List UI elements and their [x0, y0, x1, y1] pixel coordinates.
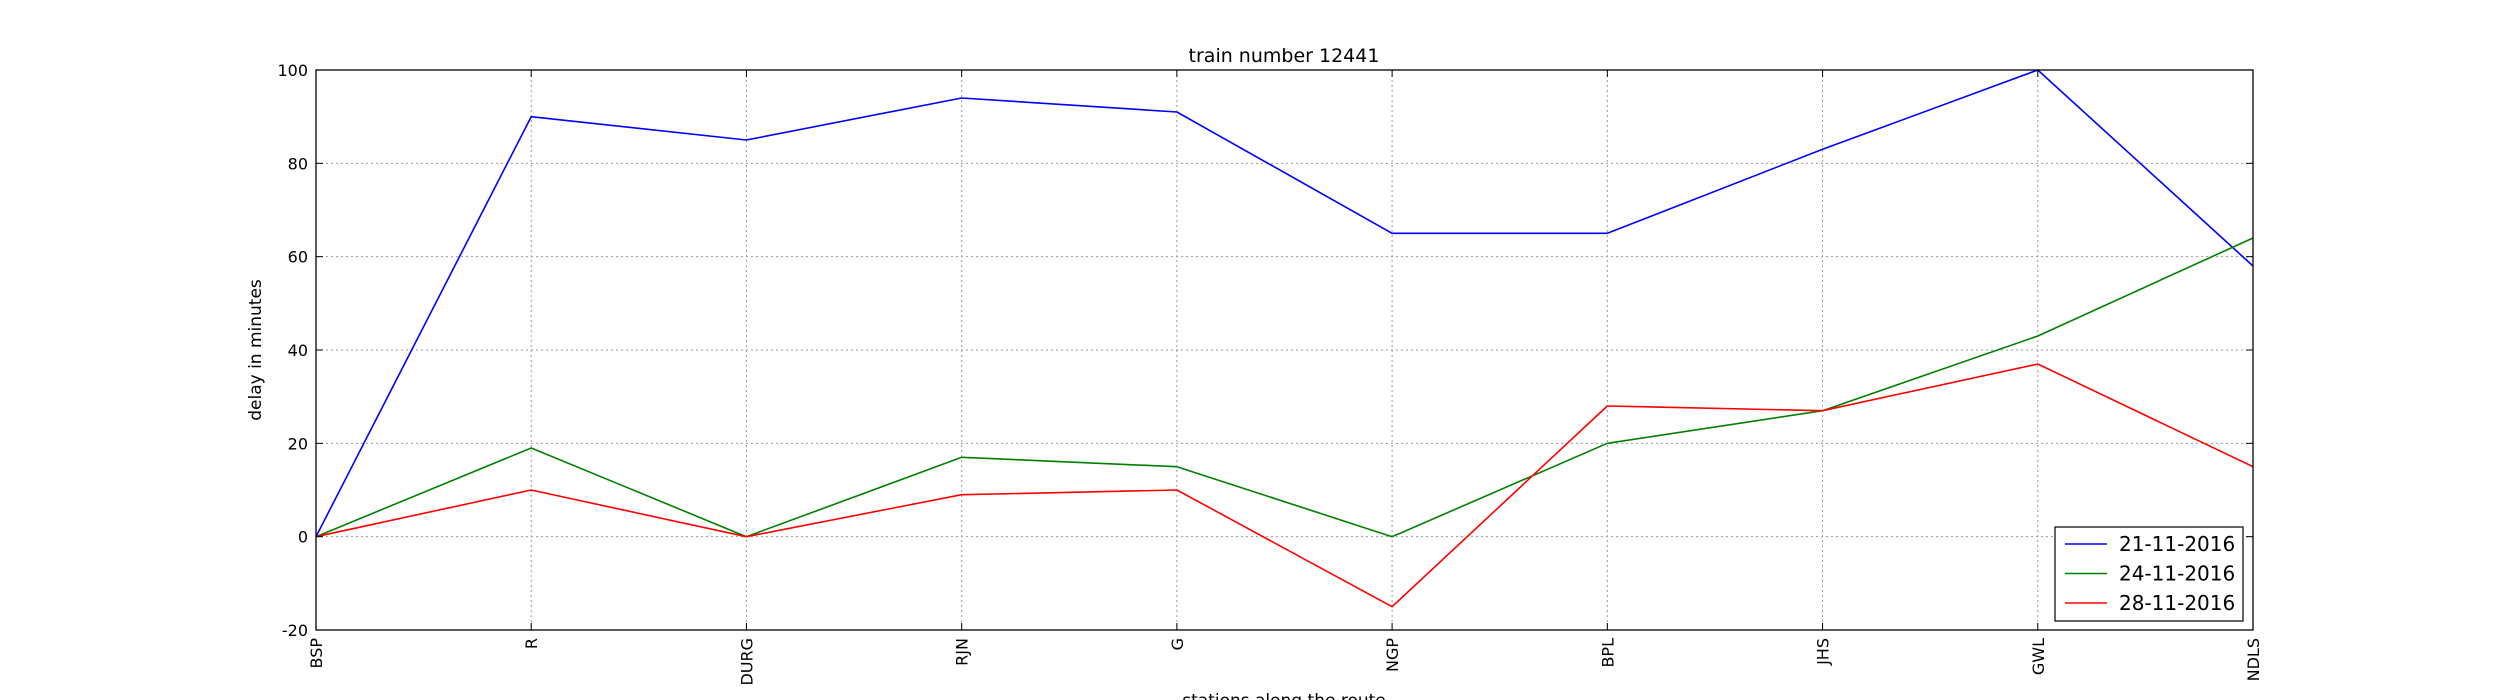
series-line-21-11-2016: [315, 69, 2254, 538]
y-tick-label: 100: [277, 61, 308, 80]
x-tick-label: DURG: [737, 638, 756, 686]
x-tick-label: BSP: [307, 638, 326, 669]
y-tick-label: 60: [288, 248, 308, 267]
legend: 21-11-2016 24-11-2016 28-11-2016: [2054, 526, 2244, 622]
legend-label: 24-11-2016: [2119, 562, 2235, 586]
y-tick-label: 80: [288, 154, 308, 173]
y-tick-label: 20: [288, 434, 308, 453]
x-tick-label: NDLS: [2244, 638, 2263, 681]
x-tick-label: NGP: [1383, 638, 1402, 672]
legend-label: 21-11-2016: [2119, 532, 2235, 556]
y-tick-label: 40: [288, 341, 308, 360]
x-tick-label: R: [522, 638, 541, 649]
series-line-24-11-2016: [315, 237, 2254, 538]
x-axis-ticks: BSP R DURG RJN G NGP BPL JHS GWL NDLS: [307, 70, 2263, 686]
y-tick-label: -20: [282, 621, 308, 640]
x-axis-label: stations along the route: [1182, 691, 1386, 700]
x-tick-label: GWL: [2029, 638, 2048, 675]
x-tick-label: RJN: [953, 638, 972, 666]
y-axis-ticks: -20 0 20 40 60 80 100: [277, 61, 2253, 640]
series-line-28-11-2016: [315, 363, 2254, 608]
x-tick-label: JHS: [1814, 638, 1833, 666]
y-tick-label: 0: [298, 528, 308, 547]
y-axis-label: delay in minutes: [246, 279, 266, 421]
grid-lines: [316, 70, 2253, 630]
legend-label: 28-11-2016: [2119, 591, 2235, 615]
series-lines: [315, 69, 2254, 608]
chart-title: train number 12441: [1189, 45, 1380, 67]
x-tick-label: G: [1168, 638, 1187, 650]
x-tick-label: BPL: [1598, 638, 1617, 668]
